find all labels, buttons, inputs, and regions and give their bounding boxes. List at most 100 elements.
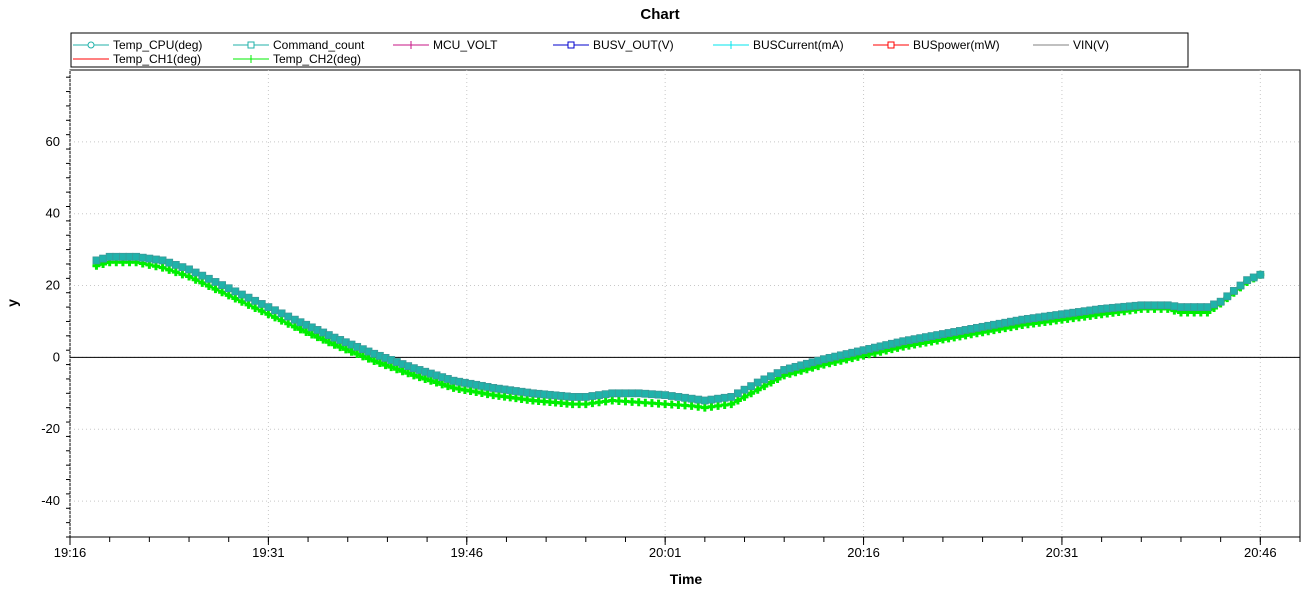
data-point: [218, 281, 226, 289]
data-point: [641, 389, 650, 398]
data-point: [1243, 276, 1251, 285]
data-point: [92, 256, 101, 265]
data-point: [125, 252, 134, 261]
data-point: [171, 268, 180, 277]
data-point: [760, 382, 769, 391]
data-point: [290, 322, 299, 331]
legend-label: BUSCurrent(mA): [753, 38, 844, 52]
data-point: [198, 278, 207, 287]
data-point: [370, 356, 379, 365]
data-point: [438, 380, 447, 389]
legend-entry: VIN(V): [1033, 38, 1109, 52]
x-axis-label: Time: [670, 571, 703, 587]
data-point: [358, 352, 367, 361]
data-point: [330, 340, 339, 349]
data-point: [244, 293, 253, 302]
data-point: [99, 254, 107, 263]
data-point: [634, 389, 643, 398]
data-point: [132, 252, 141, 261]
data-point: [700, 396, 709, 405]
data-point: [158, 256, 167, 265]
data-point: [284, 312, 293, 321]
data-point: [1223, 292, 1232, 301]
data-point: [1177, 303, 1185, 311]
legend-entry: Command_count: [233, 38, 365, 52]
data-point: [1163, 301, 1172, 310]
x-tick-label: 19:46: [451, 545, 484, 560]
legend-marker: [407, 41, 415, 49]
data-point: [421, 374, 430, 383]
x-axis: 19:16 19:31 19:46 20:01 20:16 20:31 20:46: [54, 537, 1301, 560]
data-point: [251, 296, 260, 305]
x-tick-label: 20:16: [847, 545, 880, 560]
data-point: [211, 278, 220, 286]
legend-marker: [247, 55, 255, 63]
data-point: [271, 313, 279, 322]
data-point: [257, 300, 266, 308]
data-point: [773, 369, 782, 378]
data-point: [191, 268, 200, 277]
data-point: [231, 294, 240, 303]
data-point: [204, 274, 213, 283]
data-point: [251, 303, 260, 312]
legend-entry: BUSpower(mW): [873, 38, 1000, 52]
y-tick-label: 20: [46, 278, 60, 293]
data-point: [271, 306, 279, 315]
legend-label: BUSpower(mW): [913, 38, 1000, 52]
data-point: [727, 400, 736, 409]
chart-title: Chart: [640, 6, 679, 23]
data-point: [614, 389, 623, 398]
data-point: [105, 252, 114, 261]
series-layer: [92, 252, 1265, 412]
data-point: [158, 263, 167, 272]
data-point: [432, 378, 441, 387]
data-point: [654, 390, 663, 399]
data-point: [347, 347, 356, 356]
legend-label: Temp_CPU(deg): [113, 38, 202, 52]
data-point: [302, 327, 311, 336]
data-point: [1150, 301, 1159, 310]
data-point: [218, 288, 227, 297]
data-point: [364, 354, 373, 363]
data-point: [601, 390, 610, 399]
plot-area: [69, 69, 1301, 538]
y-tick-label: 0: [53, 349, 60, 364]
y-tick-label: -40: [41, 493, 60, 508]
data-point: [307, 330, 316, 339]
data-point: [661, 391, 670, 400]
data-point: [575, 392, 584, 401]
legend-box: [70, 32, 1189, 68]
data-point: [1144, 301, 1152, 310]
data-point: [568, 392, 577, 401]
data-point: [375, 359, 384, 368]
data-point: [648, 390, 656, 399]
data-point: [264, 303, 273, 311]
data-point: [398, 367, 407, 376]
data-point: [740, 392, 749, 401]
data-point: [178, 270, 187, 279]
data-point: [296, 325, 305, 334]
data-point: [277, 316, 286, 325]
legend-entry: Temp_CPU(deg): [73, 38, 202, 52]
data-point: [224, 284, 233, 293]
data-point: [264, 310, 273, 319]
data-point: [185, 272, 194, 281]
series-Temp_CPU(deg): [92, 252, 1265, 405]
data-point: [1203, 303, 1212, 311]
data-point: [733, 396, 742, 405]
data-point: [211, 285, 220, 294]
data-point: [734, 389, 742, 398]
data-point: [1210, 300, 1218, 309]
data-point: [426, 376, 435, 385]
legend-marker: [567, 41, 575, 49]
x-tick-label: 19:31: [252, 545, 285, 560]
data-point: [747, 389, 756, 398]
data-point: [119, 252, 127, 261]
data-point: [392, 365, 401, 374]
data-point: [381, 361, 390, 370]
data-point: [621, 389, 630, 398]
data-point: [387, 363, 396, 372]
data-point: [165, 258, 174, 267]
data-point: [1183, 303, 1192, 311]
